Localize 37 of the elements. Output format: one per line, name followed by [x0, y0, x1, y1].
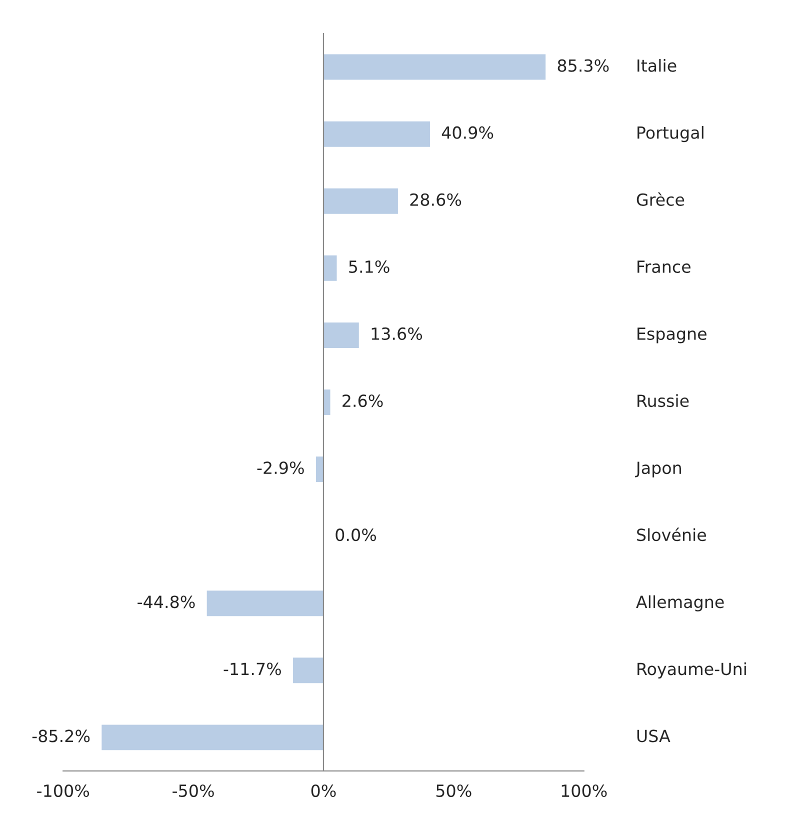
bar [206, 590, 324, 616]
x-tick-label: 100% [562, 784, 607, 798]
y-tick-label: Grèce [636, 192, 684, 206]
x-tick-label: 0% [311, 784, 336, 798]
bar [323, 390, 330, 415]
y-tick-label: Russie [638, 394, 689, 408]
bar [102, 724, 324, 750]
x-tick-label: -50% [172, 784, 214, 798]
bar [323, 54, 546, 80]
data-label: 5.1% [349, 260, 390, 273]
data-label: 0.0% [336, 528, 376, 542]
y-tick-label: USA [637, 730, 670, 742]
y-tick-label: Italie [638, 58, 676, 72]
data-label: 85.3% [558, 59, 609, 72]
data-label: 2.6% [342, 394, 383, 408]
data-label: -11.7% [224, 662, 281, 676]
data-label: -85.2% [32, 730, 90, 742]
data-label: 28.6% [410, 193, 462, 206]
y-tick-label: France [638, 260, 690, 273]
x-tick-label: 50% [436, 784, 472, 798]
bar [293, 658, 324, 684]
y-tick-label: Slovénie [637, 528, 706, 542]
x-tick-label: -100% [37, 784, 90, 798]
bar [323, 255, 337, 281]
y-tick-label: Portugal [638, 126, 704, 142]
data-label: 40.9% [442, 126, 494, 139]
y-tick-label: Royaume-Uni [638, 662, 746, 678]
y-tick-label: Espagne [638, 328, 706, 344]
y-tick-label: Allemagne [636, 595, 724, 612]
data-label: -44.8% [138, 596, 195, 608]
bar [323, 322, 359, 348]
bar [316, 456, 324, 482]
y-tick-label: Japon [635, 462, 681, 478]
bar [323, 188, 398, 214]
data-label: -2.9% [257, 462, 304, 474]
data-label: 13.6% [372, 327, 422, 340]
bar [323, 121, 430, 147]
